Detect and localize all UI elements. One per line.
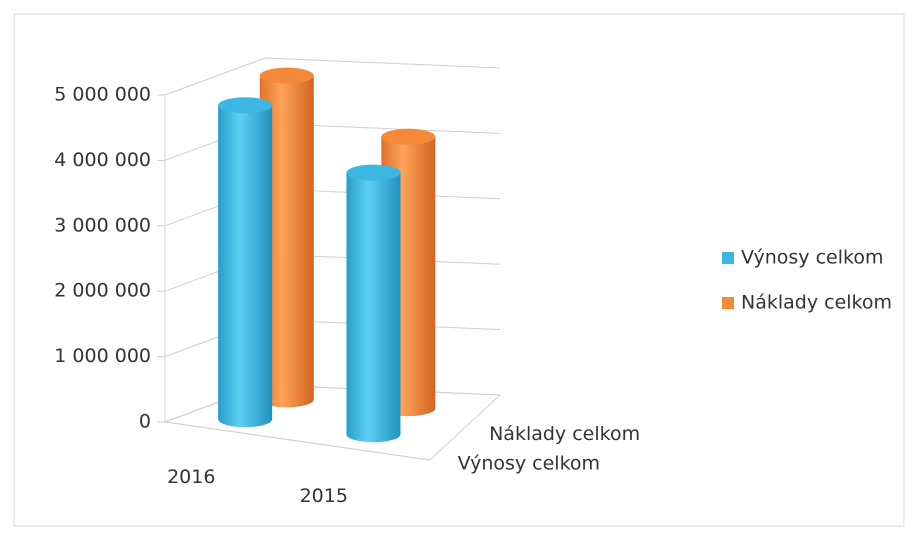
x-tick-label: 2015 bbox=[300, 485, 348, 507]
chart-frame bbox=[13, 13, 905, 527]
x-axis bbox=[164, 421, 431, 461]
y-tick-label: 3 000 000 bbox=[54, 214, 151, 236]
grid-line bbox=[164, 122, 501, 161]
cylinder-top bbox=[381, 128, 436, 145]
y-tick-label: 5 000 000 bbox=[54, 84, 151, 106]
legend-swatch bbox=[722, 252, 734, 264]
cylinder bbox=[346, 172, 401, 443]
cylinder bbox=[218, 105, 273, 428]
legend-swatch bbox=[722, 297, 734, 309]
grid-line bbox=[164, 57, 501, 96]
grid-line bbox=[164, 253, 501, 292]
legend-label: Náklady celkom bbox=[741, 292, 892, 314]
cylinder-top bbox=[259, 67, 314, 84]
grid-line bbox=[164, 319, 501, 358]
floor bbox=[164, 384, 502, 461]
y-tick-label: 0 bbox=[139, 411, 151, 433]
grid-line bbox=[164, 188, 501, 227]
y-tick-label: 1 000 000 bbox=[54, 345, 151, 367]
y-tick-label: 2 000 000 bbox=[54, 280, 151, 302]
grid-line bbox=[164, 384, 501, 423]
y-tick-label: 4 000 000 bbox=[54, 149, 151, 171]
x-tick-label: 2016 bbox=[167, 466, 215, 488]
legend-label: Výnosy celkom bbox=[741, 247, 883, 269]
cylinder-top bbox=[218, 97, 273, 114]
cylinder-top bbox=[346, 164, 401, 181]
depth-label: Výnosy celkom bbox=[458, 452, 600, 474]
depth-label: Náklady celkom bbox=[489, 423, 640, 445]
cylinder bbox=[259, 75, 314, 408]
